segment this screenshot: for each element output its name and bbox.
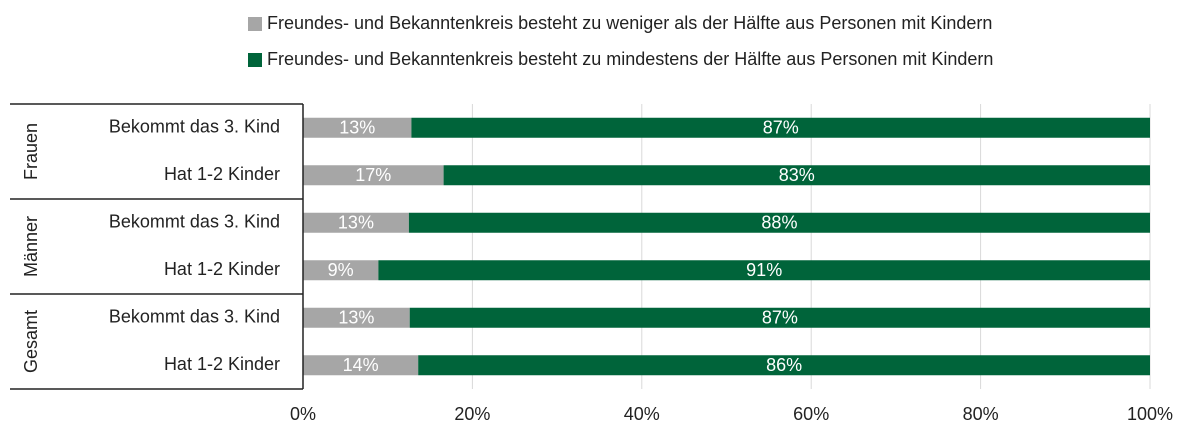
value-label: 88% <box>761 213 797 233</box>
value-label: 13% <box>338 308 374 328</box>
value-label: 13% <box>338 213 374 233</box>
bar-segment <box>408 212 1150 233</box>
category-label: Bekommt das 3. Kind <box>109 212 280 232</box>
value-label: 87% <box>762 308 798 328</box>
bar-segment <box>409 307 1150 328</box>
category-label: Bekommt das 3. Kind <box>109 117 280 137</box>
legend-swatch <box>248 53 262 67</box>
bar-segment <box>303 212 409 233</box>
legend-swatch <box>248 17 262 31</box>
value-label: 13% <box>339 118 375 138</box>
category-label: Hat 1-2 Kinder <box>164 259 280 279</box>
bar-segment <box>418 355 1150 376</box>
x-tick-label: 100% <box>1127 404 1173 424</box>
bar-segment <box>378 260 1150 281</box>
value-label: 17% <box>355 165 391 185</box>
value-label: 83% <box>779 165 815 185</box>
bar-segment <box>303 165 444 186</box>
value-label: 91% <box>746 260 782 280</box>
value-label: 87% <box>763 118 799 138</box>
category-label: Hat 1-2 Kinder <box>164 354 280 374</box>
group-label: Frauen <box>21 123 41 180</box>
bar-segment <box>303 260 379 281</box>
value-label: 14% <box>343 355 379 375</box>
x-tick-label: 80% <box>963 404 999 424</box>
legend-label: Freundes- und Bekanntenkreis besteht zu … <box>267 13 992 33</box>
value-label: 9% <box>328 260 354 280</box>
value-label: 86% <box>766 355 802 375</box>
bar-segment <box>303 355 419 376</box>
legend-label: Freundes- und Bekanntenkreis besteht zu … <box>267 49 993 69</box>
x-tick-label: 40% <box>624 404 660 424</box>
group-label: Männer <box>21 216 41 277</box>
x-tick-label: 20% <box>454 404 490 424</box>
group-label: Gesamt <box>21 310 41 373</box>
category-label: Bekommt das 3. Kind <box>109 307 280 327</box>
x-tick-label: 0% <box>290 404 316 424</box>
bar-segment <box>303 117 412 138</box>
bar-segment <box>443 165 1150 186</box>
category-label: Hat 1-2 Kinder <box>164 164 280 184</box>
bar-segment <box>303 307 410 328</box>
x-tick-label: 60% <box>793 404 829 424</box>
bar-segment <box>411 117 1150 138</box>
